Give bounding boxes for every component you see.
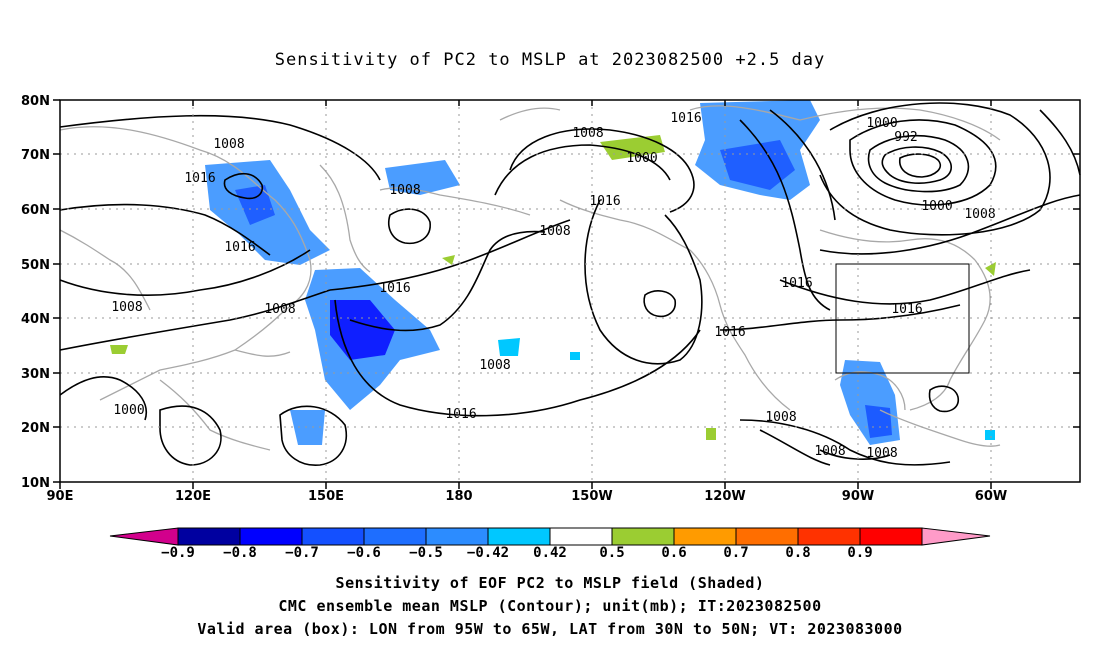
lat-label: 20N — [21, 421, 50, 436]
contour-label: 1008 — [111, 300, 142, 315]
colorbar-label: 0.8 — [785, 545, 810, 561]
contour-label: 992 — [894, 130, 917, 145]
colorbar-label: −0.7 — [285, 545, 319, 561]
colorbar-segment — [611, 527, 675, 546]
colorbar-label: 0.42 — [533, 545, 567, 561]
sensitivity-shading — [110, 100, 996, 445]
contour-label: 1008 — [539, 224, 570, 239]
contour-label: 1016 — [891, 302, 922, 317]
contour-label: 1016 — [781, 276, 812, 291]
colorbar-segment — [549, 527, 613, 546]
contour-label: 1008 — [814, 444, 845, 459]
gridlines — [60, 100, 1080, 482]
contour-labels: 1016 1008 1000 992 1000 1008 1016 1008 1… — [111, 111, 995, 461]
colorbar-label: 0.6 — [661, 545, 686, 561]
colorbar-segment — [487, 527, 551, 546]
contour-label: 1016 — [589, 194, 620, 209]
contour-label: 1016 — [379, 281, 410, 296]
colorbar-label: 0.7 — [723, 545, 748, 561]
contour-label: 1016 — [670, 111, 701, 126]
colorbar-low-triangle — [109, 527, 179, 546]
contour-label: 1016 — [184, 171, 215, 186]
contour-label: 1016 — [714, 325, 745, 340]
lat-label: 60N — [21, 203, 50, 218]
contour-label: 1008 — [264, 302, 295, 317]
latitude-labels: 80N 70N 60N 50N 40N 30N 20N 10N — [21, 94, 50, 491]
longitude-labels: 90E 120E 150E 180 150W 120W 90W 60W — [47, 489, 1008, 504]
lon-label: 150W — [571, 489, 612, 504]
contour-label: 1000 — [921, 199, 952, 214]
colorbar-segment — [239, 527, 303, 546]
colorbar-segment — [797, 527, 861, 546]
contour-label: 1000 — [113, 403, 144, 418]
colorbar-label: −0.42 — [467, 545, 509, 561]
mslp-contours — [59, 102, 1081, 466]
colorbar-segment — [363, 527, 427, 546]
contour-label: 1000 — [626, 151, 657, 166]
contour-label: 1016 — [445, 407, 476, 422]
lon-label: 60W — [975, 489, 1007, 504]
lon-label: 120W — [704, 489, 745, 504]
caption-line-2: CMC ensemble mean MSLP (Contour); unit(m… — [278, 597, 822, 615]
map-title: Sensitivity of PC2 to MSLP at 2023082500… — [274, 50, 826, 70]
contour-label: 1000 — [866, 116, 897, 131]
contour-label: 1016 — [224, 240, 255, 255]
lat-label: 10N — [21, 476, 50, 491]
contour-label: 1008 — [213, 137, 244, 152]
colorbar-segment — [425, 527, 489, 546]
lon-label: 90W — [842, 489, 874, 504]
colorbar-segment — [177, 527, 241, 546]
valid-area-box — [835, 263, 970, 374]
lat-label: 50N — [21, 258, 50, 273]
contour-label: 1008 — [389, 183, 420, 198]
map-frame — [59, 99, 1081, 483]
colorbar-segment — [673, 527, 737, 546]
colorbar-label: −0.5 — [409, 545, 443, 561]
contour-label: 1008 — [765, 410, 796, 425]
contour-label: 1008 — [866, 446, 897, 461]
colorbar-segment — [301, 527, 365, 546]
contour-label: 1008 — [479, 358, 510, 373]
tick-marks — [53, 99, 1080, 489]
caption-line-3: Valid area (box): LON from 95W to 65W, L… — [197, 620, 903, 638]
colorbar: −0.9 −0.8 −0.7 −0.6 −0.5 −0.42 0.42 0.5 0.6 0.7 0.… — [109, 527, 991, 561]
caption-line-1: Sensitivity of EOF PC2 to MSLP field (Sh… — [335, 574, 765, 592]
lat-label: 80N — [21, 94, 50, 109]
contour-label: 1008 — [572, 126, 603, 141]
colorbar-high-triangle — [921, 527, 991, 546]
colorbar-segment — [859, 527, 923, 546]
lon-label: 180 — [445, 489, 472, 504]
colorbar-segment — [735, 527, 799, 546]
contour-label: 1008 — [964, 207, 995, 222]
colorbar-label: 0.9 — [847, 545, 872, 561]
colorbar-label: 0.5 — [599, 545, 624, 561]
colorbar-label: −0.9 — [161, 545, 195, 561]
colorbar-label: −0.8 — [223, 545, 257, 561]
lat-label: 30N — [21, 367, 50, 382]
lon-label: 150E — [308, 489, 344, 504]
lon-label: 120E — [175, 489, 211, 504]
lat-label: 40N — [21, 312, 50, 327]
colorbar-label: −0.6 — [347, 545, 381, 561]
lon-label: 90E — [47, 489, 74, 504]
lat-label: 70N — [21, 148, 50, 163]
